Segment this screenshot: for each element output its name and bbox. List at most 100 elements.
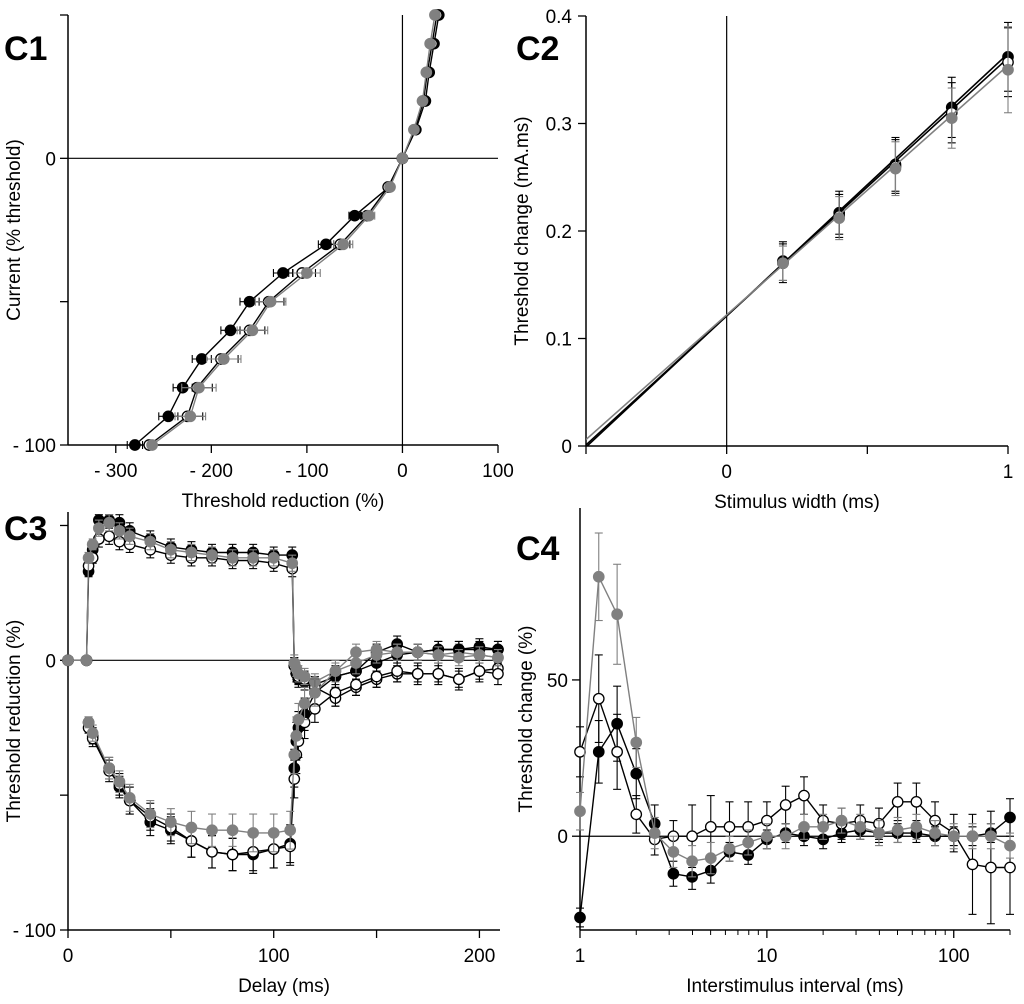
data-point [329,665,342,677]
data-point [1002,63,1014,76]
data-point [144,535,157,548]
data-point [891,795,904,808]
data-point [165,543,177,556]
data-point [288,773,301,785]
data-point [123,530,136,543]
data-point [873,827,885,839]
data-point [411,667,424,680]
data-point [217,353,230,365]
data-point [1004,861,1016,874]
data-point [686,830,698,843]
data-point [910,795,923,808]
data-point [146,439,158,451]
data-point [93,522,105,535]
series-line [134,14,440,446]
x-tick-label: 1 [575,946,586,967]
data-point [80,654,93,667]
data-point [226,848,239,861]
x-tick-label: 0 [397,461,408,482]
data-point [611,608,623,621]
panel-label-c2: C2 [516,30,559,68]
data-point [492,651,504,664]
data-point [113,775,126,788]
data-point [184,410,197,423]
data-point [432,667,445,680]
data-point [611,745,623,758]
data-point [742,836,755,849]
y-tick-label: 0.3 [546,115,572,136]
data-point [337,238,350,251]
data-point [704,820,717,833]
series-filled-black [574,685,1016,928]
panel-c1: C1 - 300 - 200 - 100 0 100 - 100 0 Threshold re… [4,9,514,512]
data-point [86,538,99,551]
series-filled-gray [574,532,1016,878]
y-tick-label: 0.2 [546,222,572,243]
data-point [574,911,586,924]
y-tick-label: 0 [561,437,572,458]
data-point [350,678,362,691]
x-tick-label: 10 [756,946,777,967]
data-point [453,673,465,686]
x-tick-label: - 300 [94,461,137,482]
data-point [686,855,698,868]
data-point [206,845,218,858]
data-point [777,257,789,270]
y-tick-label: 50 [547,671,568,692]
data-point [723,820,736,833]
data-point [432,649,445,661]
data-point [82,551,95,564]
data-point [350,657,362,669]
data-point [284,824,297,837]
data-point [779,830,792,843]
data-point [301,267,313,279]
data-point [113,525,126,537]
data-point [144,808,157,820]
y-tick-label: 0.4 [546,7,573,28]
data-point [384,181,396,193]
data-point [574,805,586,818]
x-tick-label: 1 [1003,462,1014,483]
series-line [579,722,1011,918]
data-point [267,827,280,839]
data-point [370,670,383,683]
panel-label-c1: C1 [4,30,47,68]
y-tick-label: 0 [45,149,56,170]
data-point [206,549,218,561]
data-point [391,646,403,659]
data-point [62,654,74,667]
data-point [798,789,810,802]
data-point [985,830,997,843]
data-point [704,852,717,864]
data-point [723,842,736,855]
data-point [592,570,605,583]
panel-c4: C4 1 10 100 0 50 Interstimulus interval (ms) T… [516,508,1016,997]
panel-c2: C2 0 1 0 0.1 0.2 0.3 0.4 Stimulus width (ms) Thr… [512,7,1014,513]
x-tick-label: 0 [63,946,74,967]
y-tick-label: - 100 [13,436,56,457]
y-tick-label: - 100 [13,921,56,942]
series-filled-gray [146,9,441,451]
y-axis-title: Threshold reduction (%) [4,620,25,823]
series-line [579,574,1011,862]
panel-label-c4: C4 [516,530,560,568]
data-point [298,670,311,683]
data-point [630,808,643,821]
data-point [929,827,941,839]
data-point [630,736,643,749]
y-axis-title: Current (% threshold) [4,139,25,321]
series-open-white [574,654,1016,925]
data-point [592,745,605,758]
x-tick-label: - 200 [190,461,233,482]
data-point [945,112,958,124]
fit-line [586,64,1008,441]
data-point [206,824,218,837]
data-point [667,867,680,880]
x-tick-label: 100 [258,946,290,967]
data-point [363,209,375,222]
series-filled-black [126,9,445,451]
data-point [329,686,342,699]
data-point [226,551,239,564]
data-point [247,551,259,564]
